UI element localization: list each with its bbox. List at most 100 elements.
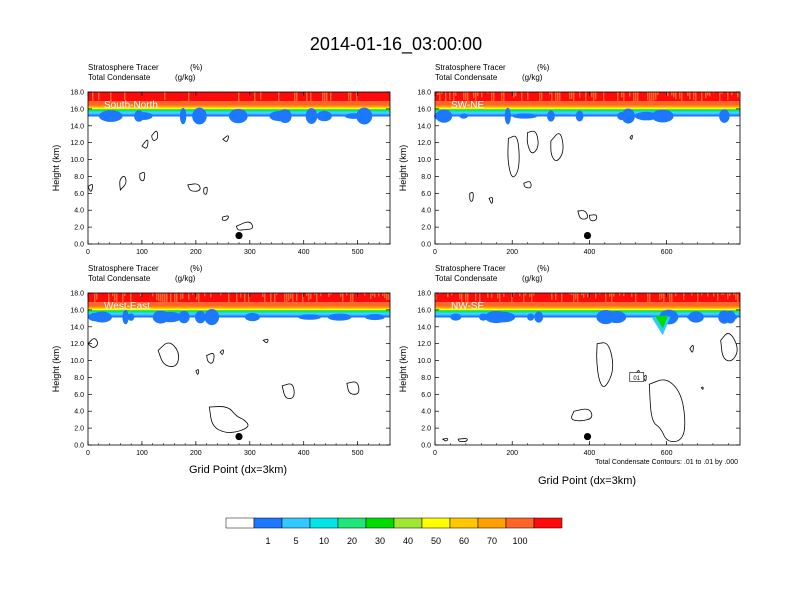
panel-nw-se: Stratosphere Tracer (%) Total Condensate (g… — [398, 264, 741, 457]
tracer-streak — [693, 92, 695, 100]
tracer-streak — [306, 293, 308, 296]
tracer-streak — [374, 293, 376, 298]
y-tick-label: 8.0 — [74, 375, 84, 382]
plot-frame — [434, 292, 741, 446]
tracer-streak — [162, 293, 164, 303]
tracer-dip — [527, 313, 535, 321]
contour — [87, 338, 98, 348]
tracer-streak — [94, 293, 96, 305]
tracer-band-6 — [435, 313, 740, 316]
tracer-streak — [302, 293, 304, 304]
colorbar-label: 10 — [319, 536, 329, 546]
tracer-band-5 — [88, 311, 390, 314]
tracer-streak — [529, 293, 531, 297]
panel-subtitle-units-2: (g/kg) — [175, 274, 196, 283]
tracer-streak — [112, 293, 114, 297]
colorbar-swatch — [449, 517, 479, 529]
tracer-streak — [196, 293, 198, 300]
tracer-streak — [384, 293, 386, 299]
colorbar-swatch — [421, 517, 451, 529]
tracer-streak — [461, 293, 463, 305]
tracer-streak — [459, 293, 461, 300]
tracer-streak — [290, 293, 292, 299]
tracer-streak — [593, 92, 595, 104]
tracer-streak — [96, 293, 98, 300]
tracer-streak — [356, 92, 358, 102]
panel-subtitle: Stratosphere Tracer — [435, 264, 506, 273]
colorbar-swatch — [505, 517, 535, 529]
y-tick-label: 18.0 — [417, 90, 431, 97]
tracer-streak — [330, 92, 332, 101]
tracer-streak — [310, 293, 312, 299]
tracer-streak — [188, 293, 190, 300]
tracer-streak — [270, 293, 272, 304]
x-tick-label: 200 — [506, 450, 518, 457]
tracer-streak — [188, 92, 190, 105]
xlabel-left: Grid Point (dx=3km) — [189, 464, 287, 476]
tracer-intrusion-core — [655, 315, 669, 329]
tracer-band-1 — [88, 302, 390, 307]
tracer-dip — [547, 110, 555, 122]
tracer-streak — [655, 92, 657, 100]
tracer-streak — [264, 293, 266, 305]
tracer-streak — [328, 293, 330, 298]
tracer-streak — [633, 92, 635, 102]
contour — [526, 130, 539, 154]
panel-subtitle-units: (%) — [537, 264, 550, 273]
tracer-dip — [122, 309, 129, 325]
tracer-streak — [467, 92, 469, 104]
tracer-streak — [455, 92, 457, 96]
colorbar-label: 1 — [265, 536, 270, 546]
tracer-streak — [499, 293, 501, 303]
tracer-streak — [695, 92, 697, 105]
colorbar: 1 5 10 20 30 40 50 60 70 100 — [225, 517, 563, 546]
tracer-streak — [294, 92, 296, 105]
y-tick-label: 4.0 — [74, 409, 84, 416]
tracer-streak — [388, 293, 390, 300]
tracer-streak — [731, 92, 733, 96]
colorbar-label: 50 — [431, 536, 441, 546]
tracer-streak — [573, 293, 575, 304]
tracer-streak — [527, 92, 529, 101]
y-tick-label: 8.0 — [74, 174, 84, 181]
condensate-contours — [87, 338, 360, 433]
contour — [469, 191, 474, 202]
tracer-streak — [723, 293, 725, 295]
tracer-streak — [238, 92, 240, 104]
tracer-dip — [178, 310, 190, 324]
y-tick-label: 16.0 — [70, 106, 84, 113]
tracer-dips — [98, 107, 373, 125]
tracer-streak — [667, 293, 669, 295]
tracer-dip — [504, 107, 511, 125]
tracer-streak — [350, 92, 352, 105]
panel-subtitle-units: (%) — [190, 63, 203, 72]
tracer-streak — [192, 293, 194, 295]
colorbar-swatch — [225, 517, 255, 529]
tracer-streak — [314, 293, 316, 295]
contour — [648, 379, 686, 443]
tracer-streak — [591, 92, 593, 98]
tracer-streak — [581, 293, 583, 296]
tracer-streak — [437, 92, 439, 95]
tracer-streak — [617, 92, 619, 102]
tracer-streak — [521, 92, 523, 101]
y-tick-label: 4.0 — [421, 208, 431, 215]
contour — [221, 215, 229, 221]
tracer-dip — [127, 313, 135, 321]
x-tick-label: 100 — [136, 249, 148, 256]
tracer-streak — [288, 293, 290, 301]
colorbar-swatch — [393, 517, 423, 529]
tracer-band-5 — [435, 110, 740, 113]
x-tick-label: 100 — [136, 450, 148, 457]
tracer-dip — [195, 310, 206, 324]
tracer-streak — [623, 293, 625, 297]
y-tick-label: 0.0 — [421, 443, 431, 450]
tracer-band-5 — [435, 311, 740, 314]
tracer-dip — [719, 109, 730, 123]
tracer-streak — [350, 293, 352, 304]
tracer-streak — [124, 92, 126, 100]
tracer-streak — [687, 92, 689, 97]
tracer-streak — [713, 92, 715, 94]
colorbar-swatch — [281, 517, 311, 529]
tracer-streak — [378, 293, 380, 297]
